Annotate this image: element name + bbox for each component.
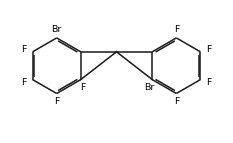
- Text: F: F: [174, 25, 179, 34]
- Text: F: F: [81, 83, 86, 92]
- Text: F: F: [174, 98, 179, 107]
- Text: Br: Br: [144, 83, 155, 92]
- Text: Br: Br: [51, 25, 62, 34]
- Text: F: F: [206, 78, 212, 87]
- Text: F: F: [21, 45, 27, 54]
- Text: F: F: [21, 78, 27, 87]
- Text: F: F: [206, 45, 212, 54]
- Text: F: F: [54, 98, 59, 107]
